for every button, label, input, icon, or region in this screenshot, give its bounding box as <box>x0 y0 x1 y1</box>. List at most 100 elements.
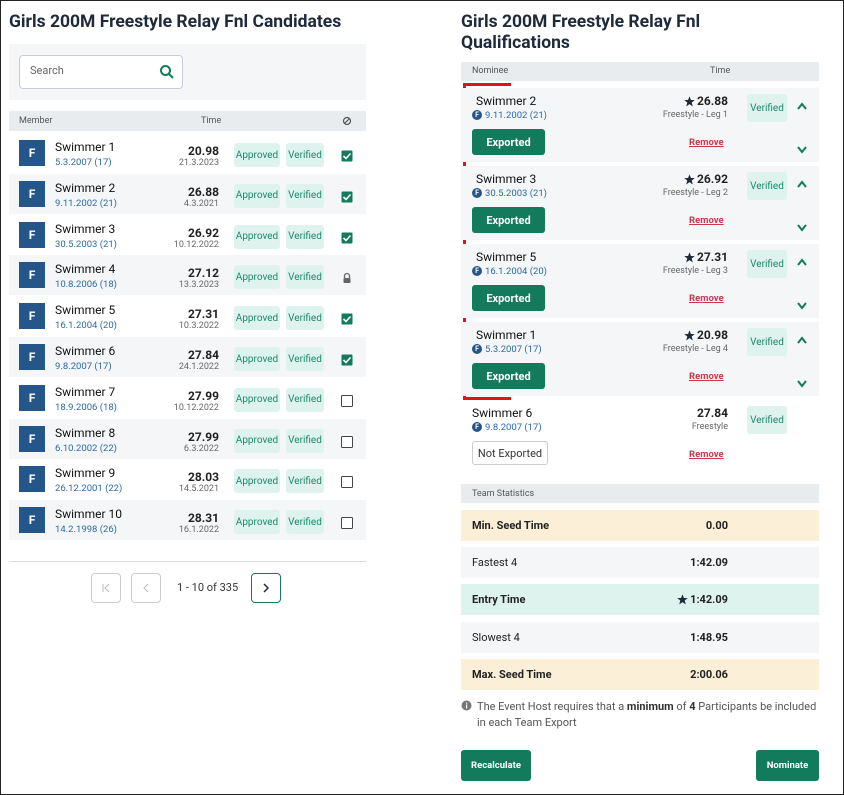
member-badge: F <box>19 180 45 207</box>
move-down[interactable] <box>796 296 808 315</box>
remove-link[interactable]: Remove <box>689 137 724 148</box>
remove-link[interactable]: Remove <box>689 293 724 304</box>
verified-badge: Verified <box>286 428 324 453</box>
search-box[interactable] <box>19 55 183 89</box>
first-page[interactable] <box>91 573 121 603</box>
note-text: The Event Host requires that a <box>477 700 627 713</box>
nominee-time: 27.31 <box>684 250 728 264</box>
note-text: 4 <box>689 700 696 713</box>
member-name: Swimmer 3 <box>55 221 116 236</box>
member-time: 27.99 <box>187 429 219 444</box>
verified-badge: Verified <box>286 306 324 331</box>
member-dob: 14.2.1998 (26) <box>55 524 117 536</box>
recalculate-button[interactable]: Recalculate <box>461 750 531 781</box>
verified-badge: Verified <box>286 469 324 494</box>
nominee-dob-text: 9.11.2002 (21) <box>485 110 547 121</box>
move-up[interactable] <box>796 252 808 271</box>
status-badge: Approved <box>234 469 280 494</box>
note-text: of <box>673 700 690 713</box>
move-down[interactable] <box>796 140 808 159</box>
member-dob: 26.12.2001 (22) <box>55 483 123 495</box>
status-badge: Approved <box>234 347 280 371</box>
remove-link[interactable]: Remove <box>689 449 724 460</box>
nominee-dob-text: 5.3.2007 (17) <box>485 344 542 355</box>
move-up[interactable] <box>796 330 808 349</box>
nominate-button[interactable]: Nominate <box>756 750 819 781</box>
stat-value: 1:42.09 <box>677 593 728 606</box>
member-time: 26.92 <box>187 225 219 240</box>
member-name: Swimmer 9 <box>55 466 116 481</box>
move-down[interactable] <box>796 374 808 393</box>
nominee-time-text: 26.92 <box>696 172 728 186</box>
member-date: 21.3.2023 <box>178 158 219 168</box>
member-badge: F <box>19 507 45 534</box>
nominee-time: 26.88 <box>684 94 728 108</box>
nominee-dob-text: 9.8.2007 (17) <box>485 422 542 433</box>
nominee-dob: F 5.3.2007 (17) <box>472 344 542 355</box>
member-date: 16.1.2022 <box>178 525 219 536</box>
nominee-dob-text: 30.5.2003 (21) <box>485 188 547 199</box>
stat-label: Max. Seed Time <box>472 667 552 681</box>
member-dob: 16.1.2004 (20) <box>55 320 117 332</box>
status-badge: Approved <box>234 143 280 167</box>
stat-value-text: 2:00.06 <box>690 667 728 681</box>
verified-badge: Verified <box>286 265 324 290</box>
member-date: 14.5.2021 <box>178 484 219 495</box>
member-name: Swimmer 8 <box>55 425 116 440</box>
nominee-time-text: 20.98 <box>696 328 728 342</box>
highlight-bracket <box>463 83 511 400</box>
member-dob: 30.5.2003 (21) <box>55 238 117 250</box>
header-member: Member <box>19 116 53 126</box>
stat-value: 2:00.06 <box>690 668 728 681</box>
stat-value-text: 1:48.95 <box>690 630 728 644</box>
stat-label: Fastest 4 <box>472 556 518 570</box>
checkbox <box>341 392 353 411</box>
member-badge: F <box>19 140 45 166</box>
nominee-badge: F <box>472 188 482 199</box>
remove-link[interactable]: Remove <box>689 215 724 226</box>
nominee-time-text: 27.84 <box>696 406 728 420</box>
stat-row <box>461 658 819 690</box>
stat-row <box>461 621 819 653</box>
prev-page[interactable] <box>131 573 161 603</box>
member-badge: F <box>19 466 45 493</box>
verified-badge: Verified <box>747 94 787 122</box>
nominee-time-text: 27.31 <box>696 250 728 264</box>
stat-value: 1:42.09 <box>690 556 728 569</box>
star-icon <box>684 329 695 341</box>
status-badge: Approved <box>234 510 280 535</box>
stat-row <box>461 510 819 541</box>
nominee-dob: F 30.5.2003 (21) <box>472 188 547 199</box>
star-icon <box>684 251 695 263</box>
member-name: Swimmer 5 <box>55 303 116 318</box>
stats-header <box>461 484 819 503</box>
nominee-name: Swimmer 3 <box>476 172 537 186</box>
divider <box>9 561 366 562</box>
star-icon <box>684 95 695 107</box>
nominee-time: 26.92 <box>684 172 728 186</box>
checkbox <box>341 514 353 533</box>
export-status: Not Exported <box>472 441 548 465</box>
checkbox <box>341 473 353 492</box>
nominee-dob-text: 16.1.2004 (20) <box>485 266 547 277</box>
member-time: 26.88 <box>187 184 219 199</box>
verified-badge: Verified <box>286 183 324 208</box>
member-badge: F <box>19 262 45 289</box>
move-up[interactable] <box>796 96 808 115</box>
nominee-time: 27.84 <box>697 406 728 420</box>
move-up[interactable] <box>796 174 808 193</box>
nominee-badge: F <box>472 344 482 355</box>
verified-badge: Verified <box>286 347 324 371</box>
move-down[interactable] <box>796 218 808 237</box>
member-name: Swimmer 10 <box>55 507 123 522</box>
member-date: 13.3.2023 <box>178 280 219 291</box>
next-page[interactable] <box>251 573 281 603</box>
member-dob: 5.3.2007 (17) <box>55 157 112 168</box>
stat-label: Slowest 4 <box>472 630 520 644</box>
member-date: 6.3.2022 <box>183 443 219 454</box>
remove-link[interactable]: Remove <box>689 371 724 382</box>
verified-badge: Verified <box>286 224 324 249</box>
stat-value-text: 1:42.09 <box>690 556 728 570</box>
member-name: Swimmer 1 <box>55 140 116 154</box>
